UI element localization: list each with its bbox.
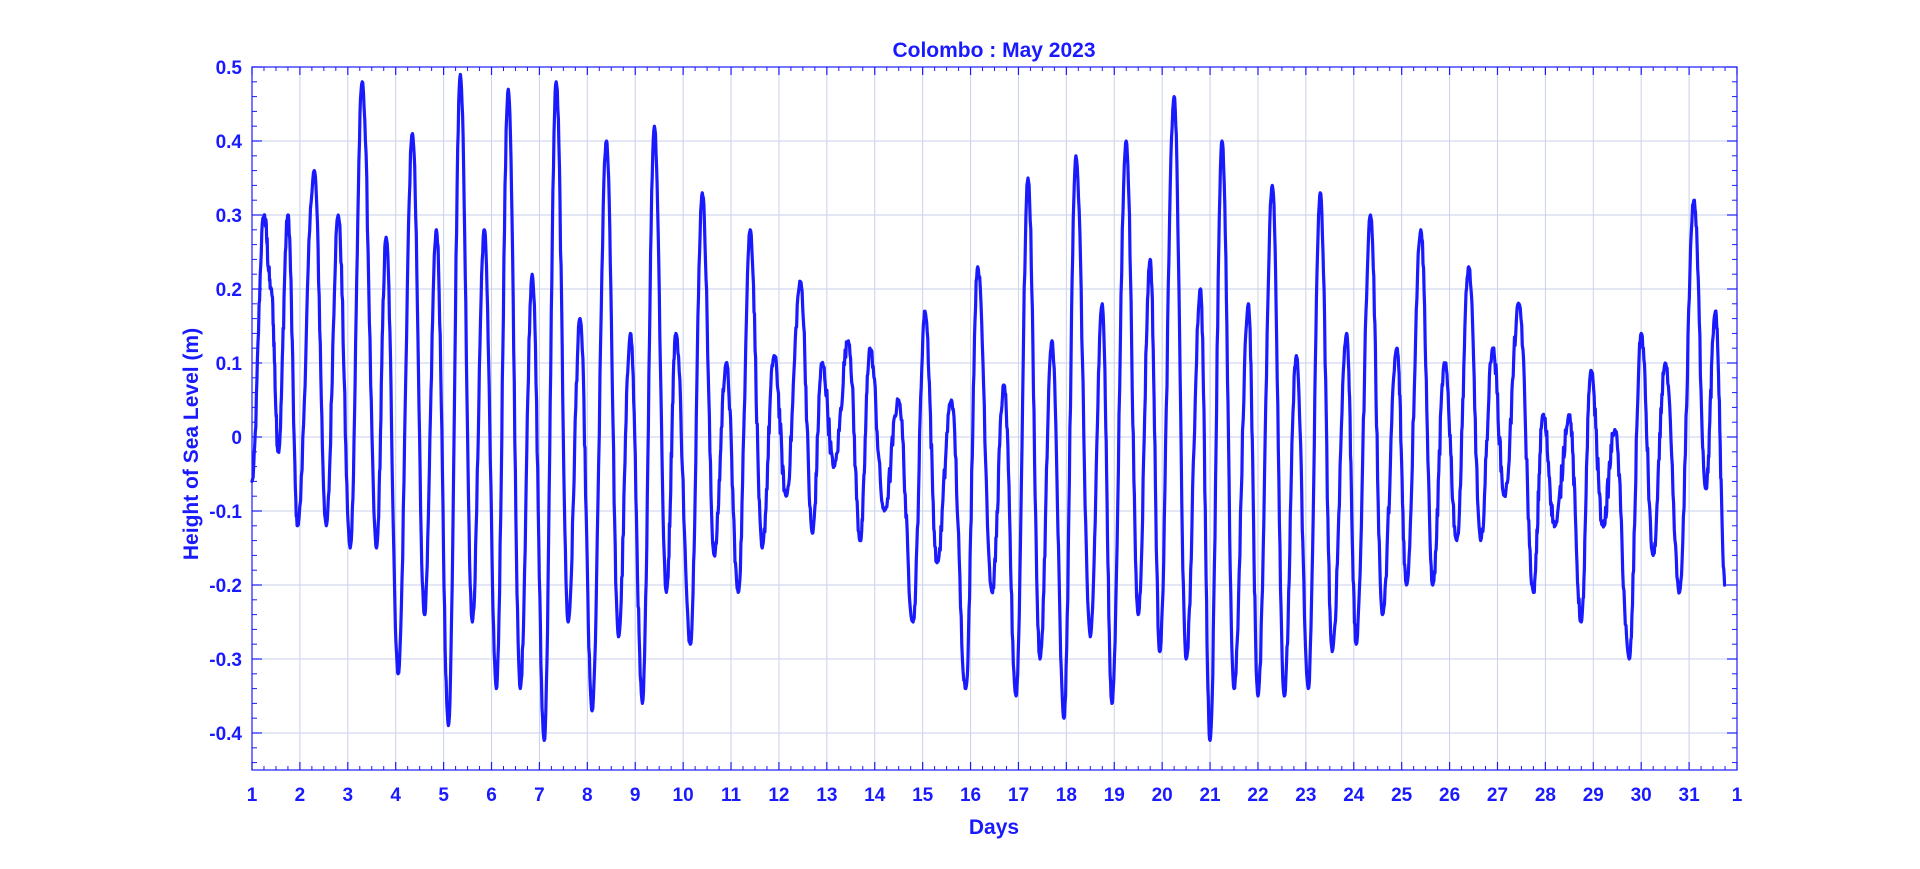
y-tick-label: 0 xyxy=(231,428,242,449)
x-tick-label: 10 xyxy=(673,785,694,806)
x-tick-labels: 1 2 3 4 5 6 7 8 9 10 11 12 13 14 15 16 17 18 19 20 21 22 23 24 2… xyxy=(247,785,1743,806)
y-tick-label: -0.1 xyxy=(209,502,242,523)
x-tick-label: 3 xyxy=(343,785,354,806)
y-tick-label: -0.4 xyxy=(209,724,242,745)
x-tick-label: 23 xyxy=(1295,785,1316,806)
x-tick-label: 4 xyxy=(390,785,401,806)
x-tick-label: 16 xyxy=(960,785,981,806)
x-tick-label: 22 xyxy=(1247,785,1268,806)
x-tick-label: 19 xyxy=(1104,785,1125,806)
y-tick-label: 0.3 xyxy=(216,206,242,227)
y-tick-label: 0.5 xyxy=(216,58,243,79)
y-tick-label: 0.4 xyxy=(216,132,243,153)
x-tick-label: 15 xyxy=(912,785,934,806)
plot-area-frame xyxy=(251,66,1738,771)
x-tick-label: 30 xyxy=(1631,785,1652,806)
x-tick-label: 27 xyxy=(1487,785,1508,806)
x-tick-label: 20 xyxy=(1152,785,1173,806)
x-tick-label: 1 xyxy=(1732,785,1743,806)
x-tick-label: 18 xyxy=(1056,785,1077,806)
y-tick-label: -0.3 xyxy=(209,650,242,671)
x-tick-label: 13 xyxy=(816,785,837,806)
x-tick-label: 8 xyxy=(582,785,593,806)
x-tick-label: 11 xyxy=(721,785,742,806)
axis-ticks xyxy=(251,66,1738,770)
y-tick-label: -0.2 xyxy=(209,576,242,597)
x-tick-label: 12 xyxy=(768,785,789,806)
x-tick-label: 5 xyxy=(438,785,449,806)
x-tick-label: 9 xyxy=(630,785,641,806)
x-tick-label: 1 xyxy=(247,785,258,806)
x-tick-label: 6 xyxy=(486,785,497,806)
x-tick-label: 26 xyxy=(1439,785,1460,806)
y-tick-label: 0.2 xyxy=(216,280,242,301)
y-axis-title: Height of Sea Level (m) xyxy=(180,328,203,560)
x-tick-label: 31 xyxy=(1679,785,1701,806)
x-tick-label: 28 xyxy=(1535,785,1556,806)
x-tick-label: 25 xyxy=(1391,785,1413,806)
x-tick-label: 7 xyxy=(534,785,545,806)
y-tick-labels: 0.5 0.4 0.3 0.2 0.1 0 -0.1 -0.2 -0.3 -0.4 xyxy=(209,58,242,745)
chart-title: Colombo : May 2023 xyxy=(892,39,1095,62)
sea-level-series-line xyxy=(250,72,1727,742)
x-tick-label: 14 xyxy=(864,785,886,806)
x-tick-label: 29 xyxy=(1583,785,1604,806)
x-tick-label: 24 xyxy=(1343,785,1365,806)
x-tick-label: 21 xyxy=(1199,785,1221,806)
y-tick-label: 0.1 xyxy=(216,354,243,375)
x-tick-label: 17 xyxy=(1008,785,1029,806)
x-tick-label: 2 xyxy=(295,785,306,806)
x-axis-title: Days xyxy=(969,816,1019,839)
